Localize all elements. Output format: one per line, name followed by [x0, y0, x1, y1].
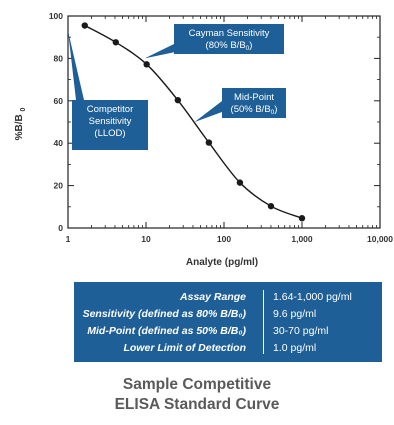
x-tick-label: 1,000: [291, 234, 313, 244]
y-tick-label: 0: [58, 223, 63, 233]
competitor-sensitivity-label-text: Sensitivity: [89, 116, 132, 127]
competitor-sensitivity-label-text: (LLOD): [94, 128, 125, 139]
summary-value: 30-70 pg/ml: [273, 325, 329, 337]
y-tick-label: 40: [54, 138, 64, 148]
data-point: [205, 139, 213, 146]
cayman-sensitivity-label-text: (80% B/B0): [206, 40, 253, 52]
cayman-sensitivity-label-text: Cayman Sensitivity: [189, 28, 270, 39]
summary-row: Assay Range 1.64-1,000 pg/ml: [74, 289, 382, 305]
y-tick-label: 100: [49, 11, 63, 21]
summary-divider: [263, 290, 264, 354]
summary-row: Mid-Point (defined as 50% B/B₀) 30-70 pg…: [74, 323, 382, 339]
standard-curve-chart: 1 10 100 1,000 10,000 0 20 40 60 80 100 Cayman Sen…: [14, 11, 393, 268]
data-point: [143, 61, 150, 68]
data-point: [267, 202, 275, 210]
midpoint-label-box: [222, 88, 286, 118]
annotation-layer: Cayman Sensitivity(80% B/B0) Mid-Point(50…: [68, 24, 286, 150]
figure-caption-line-2: ELISA Standard Curve: [114, 396, 280, 413]
cayman-sensitivity-label-close-paren: ): [249, 40, 252, 51]
summary-row: Sensitivity (defined as 80% B/B₀) 9.6 pg…: [74, 306, 382, 322]
midpoint-label-close-paren: ): [274, 104, 277, 115]
summary-label: Sensitivity (defined as 80% B/B₀): [82, 308, 246, 320]
x-tick-label: 100: [217, 234, 231, 244]
data-point: [81, 22, 88, 29]
data-point: [298, 215, 306, 222]
figure-caption-line-1: Sample Competitive: [122, 376, 272, 393]
cayman-sensitivity-label-subscript: 0: [246, 45, 250, 52]
x-tick-label: 1: [66, 234, 71, 244]
points-layer: [81, 22, 306, 222]
x-axis-label: Analyte (pg/ml): [186, 257, 258, 268]
summary-label: Assay Range: [180, 291, 246, 303]
summary-label: Mid-Point (defined as 50% B/B₀): [87, 325, 246, 337]
y-tick-label: 20: [54, 181, 64, 191]
y-tick-label: 80: [54, 53, 64, 63]
y-axis-label-subscript: 0: [20, 108, 27, 112]
cayman-sensitivity-label-box: [174, 24, 284, 54]
y-axis-label-main: %B/B: [14, 114, 25, 140]
midpoint-pointer: [194, 101, 222, 122]
midpoint-label-subscript: 0: [271, 109, 275, 116]
summary-label: Lower Limit of Detection: [123, 342, 246, 354]
y-axis-label: %B/B 0: [14, 108, 27, 141]
x-tick-label: 10: [141, 234, 151, 244]
data-point: [174, 96, 182, 104]
x-tick-label: 10,000: [367, 234, 393, 244]
summary-value: 1.64-1,000 pg/ml: [273, 291, 352, 303]
competitor-pointer: [68, 30, 84, 101]
data-point: [112, 39, 119, 46]
data-point: [236, 179, 244, 186]
competitor-sensitivity-label-box: [72, 100, 148, 150]
midpoint-label-text: (50% B/B0): [231, 104, 278, 116]
axes-group: 1 10 100 1,000 10,000 0 20 40 60 80 100: [49, 11, 393, 244]
y-tick-label: 60: [54, 96, 64, 106]
midpoint-label-text: Mid-Point: [234, 92, 274, 103]
competitor-sensitivity-label-text: Competitor: [87, 104, 133, 115]
summary-value: 1.0 pg/ml: [273, 342, 317, 354]
summary-row: Lower Limit of Detection 1.0 pg/ml: [74, 340, 382, 356]
cayman-pointer: [144, 44, 180, 59]
summary-value: 9.6 pg/ml: [273, 308, 317, 320]
assay-summary-box: Assay Range 1.64-1,000 pg/ml Sensitivity…: [74, 282, 382, 362]
